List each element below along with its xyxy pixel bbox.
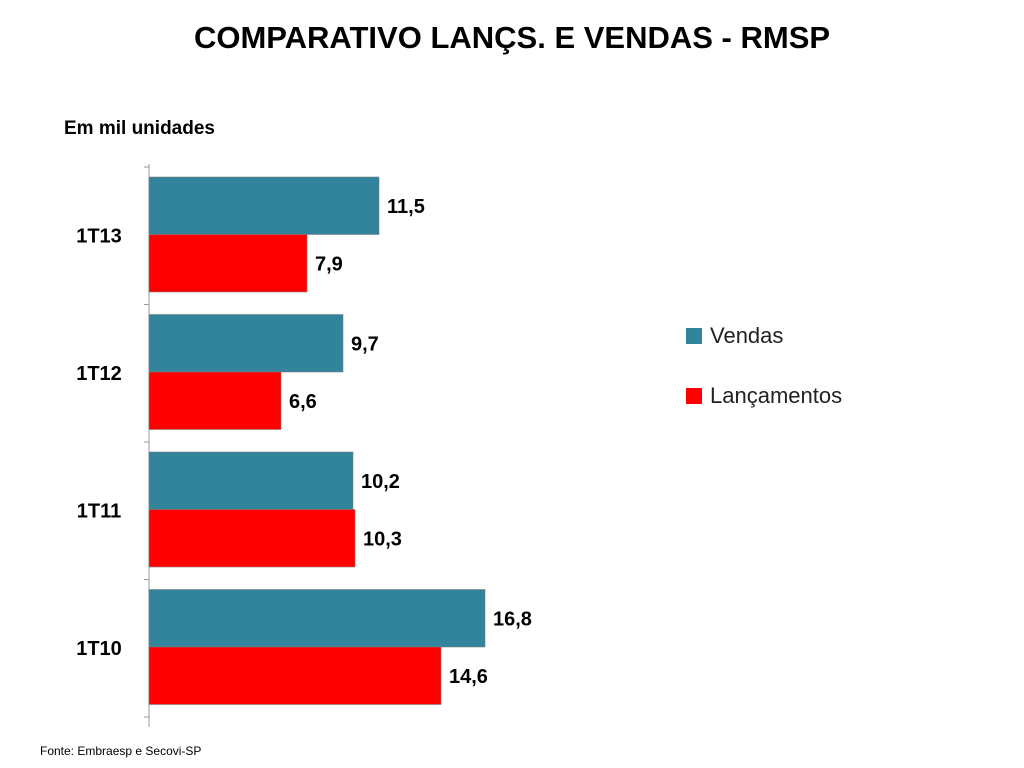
legend-item-vendas: Vendas [686,318,842,354]
data-label-vendas-1t10: 16,8 [493,608,532,630]
data-label-vendas-1t12: 9,7 [351,333,379,355]
chart-title: COMPARATIVO LANÇS. E VENDAS - RMSP [193,20,831,55]
category-label-1t13: 1T13 [76,226,122,248]
data-label-lancamentos-1t11: 10,3 [363,528,402,550]
legend-swatch-lancamentos [686,388,702,404]
bar-lancamentos-1t13 [148,234,308,293]
data-label-lancamentos-1t12: 6,6 [289,391,317,413]
legend-swatch-vendas [686,328,702,344]
category-label-1t12: 1T12 [76,363,122,385]
bar-lancamentos-1t12 [148,371,282,430]
bar-vendas-1t12 [148,314,344,373]
category-label-1t10: 1T10 [76,638,122,660]
data-label-lancamentos-1t13: 7,9 [315,253,343,275]
category-label-1t11: 1T11 [77,501,121,523]
bar-lancamentos-1t11 [148,509,356,568]
legend-item-lancamentos: Lançamentos [686,378,842,414]
legend-label-vendas: Vendas [710,323,784,348]
source-note: Fonte: Embraesp e Secovi-SP [40,744,202,758]
unit-label: Em mil unidades [64,118,215,139]
bar-vendas-1t11 [148,451,354,510]
legend: Vendas Lançamentos [686,318,842,438]
bar-vendas-1t10 [148,589,486,648]
data-label-lancamentos-1t10: 14,6 [449,666,488,688]
bar-vendas-1t13 [148,176,380,235]
data-label-vendas-1t13: 11,5 [387,196,425,218]
legend-label-lancamentos: Lançamentos [710,383,843,408]
data-label-vendas-1t11: 10,2 [361,471,400,493]
bar-lancamentos-1t10 [148,646,442,705]
